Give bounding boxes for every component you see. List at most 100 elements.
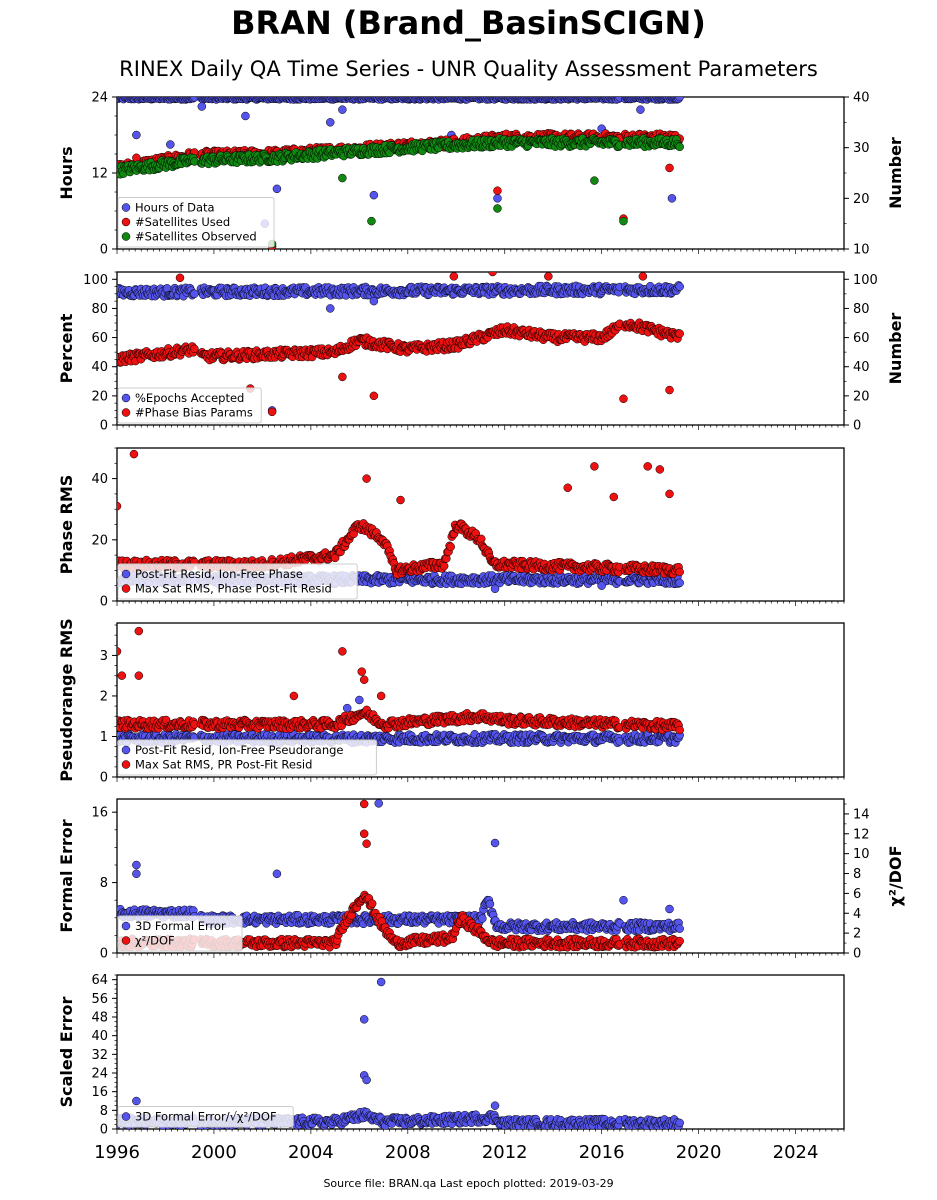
y-tick-label: 40 [91, 360, 108, 375]
legend-marker [121, 217, 131, 227]
data-point [326, 118, 335, 127]
data-point [166, 140, 175, 149]
y-tick-label: 12 [91, 167, 108, 182]
data-point [590, 462, 599, 471]
data-point [241, 111, 250, 121]
y-tick-label: 0 [100, 243, 108, 258]
data-point [667, 194, 677, 203]
data-point [675, 567, 684, 577]
data-point [590, 176, 599, 185]
y-axis-label: Percent [57, 313, 76, 383]
data-point [190, 289, 199, 299]
series-0 [117, 97, 684, 228]
data-point [132, 130, 141, 140]
y-tick-label: 100 [83, 273, 108, 288]
data-point [609, 492, 619, 502]
data-point [636, 105, 645, 114]
data-point [638, 272, 648, 281]
data-point [544, 272, 553, 281]
data-point [493, 204, 502, 213]
legend-marker [121, 393, 131, 403]
y-tick-label: 40 [91, 472, 108, 487]
legend-label: %Epochs Accepted [135, 391, 244, 405]
data-point [665, 163, 674, 173]
chart-panel-percent: 0 20 40 60 80 100 Percent 0 20 40 60 80 100 Number %Ep… [57, 271, 905, 434]
data-point [369, 296, 379, 306]
data-point [643, 462, 652, 471]
data-point [197, 102, 207, 111]
y-right-tick-label: 30 [853, 141, 870, 156]
data-point [326, 304, 335, 313]
y-axis-label: Phase RMS [57, 475, 76, 575]
y-right-tick-label: 20 [853, 192, 870, 207]
data-point [338, 105, 347, 114]
data-point [369, 190, 379, 200]
data-point [665, 385, 674, 395]
y-tick-label: 1 [100, 730, 108, 745]
data-point [675, 578, 684, 588]
data-point [175, 273, 185, 283]
y-right-tick-label: 100 [853, 273, 878, 288]
y-axis-label: Hours [57, 146, 76, 199]
data-point [369, 391, 379, 401]
data-point [439, 561, 449, 571]
legend-label: #Phase Bias Params [135, 406, 253, 420]
y-right-axis-label: Number [886, 137, 905, 209]
y-tick-label: 0 [100, 771, 108, 786]
legend-label: Max Sat RMS, Phase Post-Fit Resid [135, 582, 332, 596]
data-point [490, 584, 500, 594]
data-point [190, 344, 199, 354]
y-right-tick-label: 80 [853, 302, 870, 317]
data-point [338, 372, 347, 382]
series-1 [117, 272, 684, 417]
data-point [132, 153, 141, 163]
y-right-tick-label: 0 [853, 419, 861, 434]
data-points [117, 272, 684, 417]
data-point [367, 216, 376, 226]
legend-box [117, 197, 275, 248]
data-point [267, 407, 277, 417]
y-tick-label: 2 [100, 689, 108, 704]
data-point [493, 186, 502, 195]
data-point [665, 489, 674, 499]
data-point [362, 474, 371, 483]
y-tick-label: 0 [100, 419, 108, 434]
legend-marker [121, 569, 131, 579]
legend-label: Hours of Data [135, 201, 215, 215]
data-point [129, 449, 139, 459]
y-right-tick-label: 60 [853, 331, 870, 346]
series-2 [117, 134, 684, 249]
data-point [396, 495, 405, 505]
data-point [449, 272, 459, 281]
data-point [619, 394, 628, 404]
y-right-tick-label: 20 [853, 389, 870, 404]
chart-panel-phase-rms: 0 20 40 Phase RMS Post-Fit Resid, Ion-Free P… [57, 447, 845, 610]
data-point [446, 542, 455, 552]
chart-panel-hours: 0 12 24 Hours 10 20 30 40 Number Hours of Data #Sa… [57, 91, 905, 258]
y-tick-label: 0 [100, 595, 108, 610]
legend-label: #Satellites Observed [135, 230, 257, 244]
legend-marker [121, 584, 131, 593]
y-tick-label: 20 [91, 389, 108, 404]
y-right-tick-label: 10 [853, 243, 870, 258]
page-subtitle: RINEX Daily QA Time Series - UNR Quality… [119, 57, 818, 81]
y-axis-label: Pseudorange RMS [57, 618, 76, 781]
y-right-tick-label: 40 [853, 91, 870, 106]
legend-label: Post-Fit Resid, Ion-Free Phase [135, 567, 303, 581]
data-point [675, 97, 684, 102]
y-tick-label: 3 [100, 649, 108, 664]
legend-marker [121, 232, 131, 241]
data-point [488, 272, 497, 277]
y-tick-label: 24 [91, 91, 108, 106]
data-point [355, 695, 364, 705]
data-point [493, 194, 502, 203]
data-point [655, 465, 665, 474]
legend-marker [121, 203, 131, 212]
data-point [597, 581, 606, 590]
data-point [675, 282, 684, 291]
data-point [117, 501, 122, 511]
legend-marker [121, 408, 131, 417]
y-tick-label: 60 [91, 331, 108, 346]
data-point [272, 184, 282, 194]
